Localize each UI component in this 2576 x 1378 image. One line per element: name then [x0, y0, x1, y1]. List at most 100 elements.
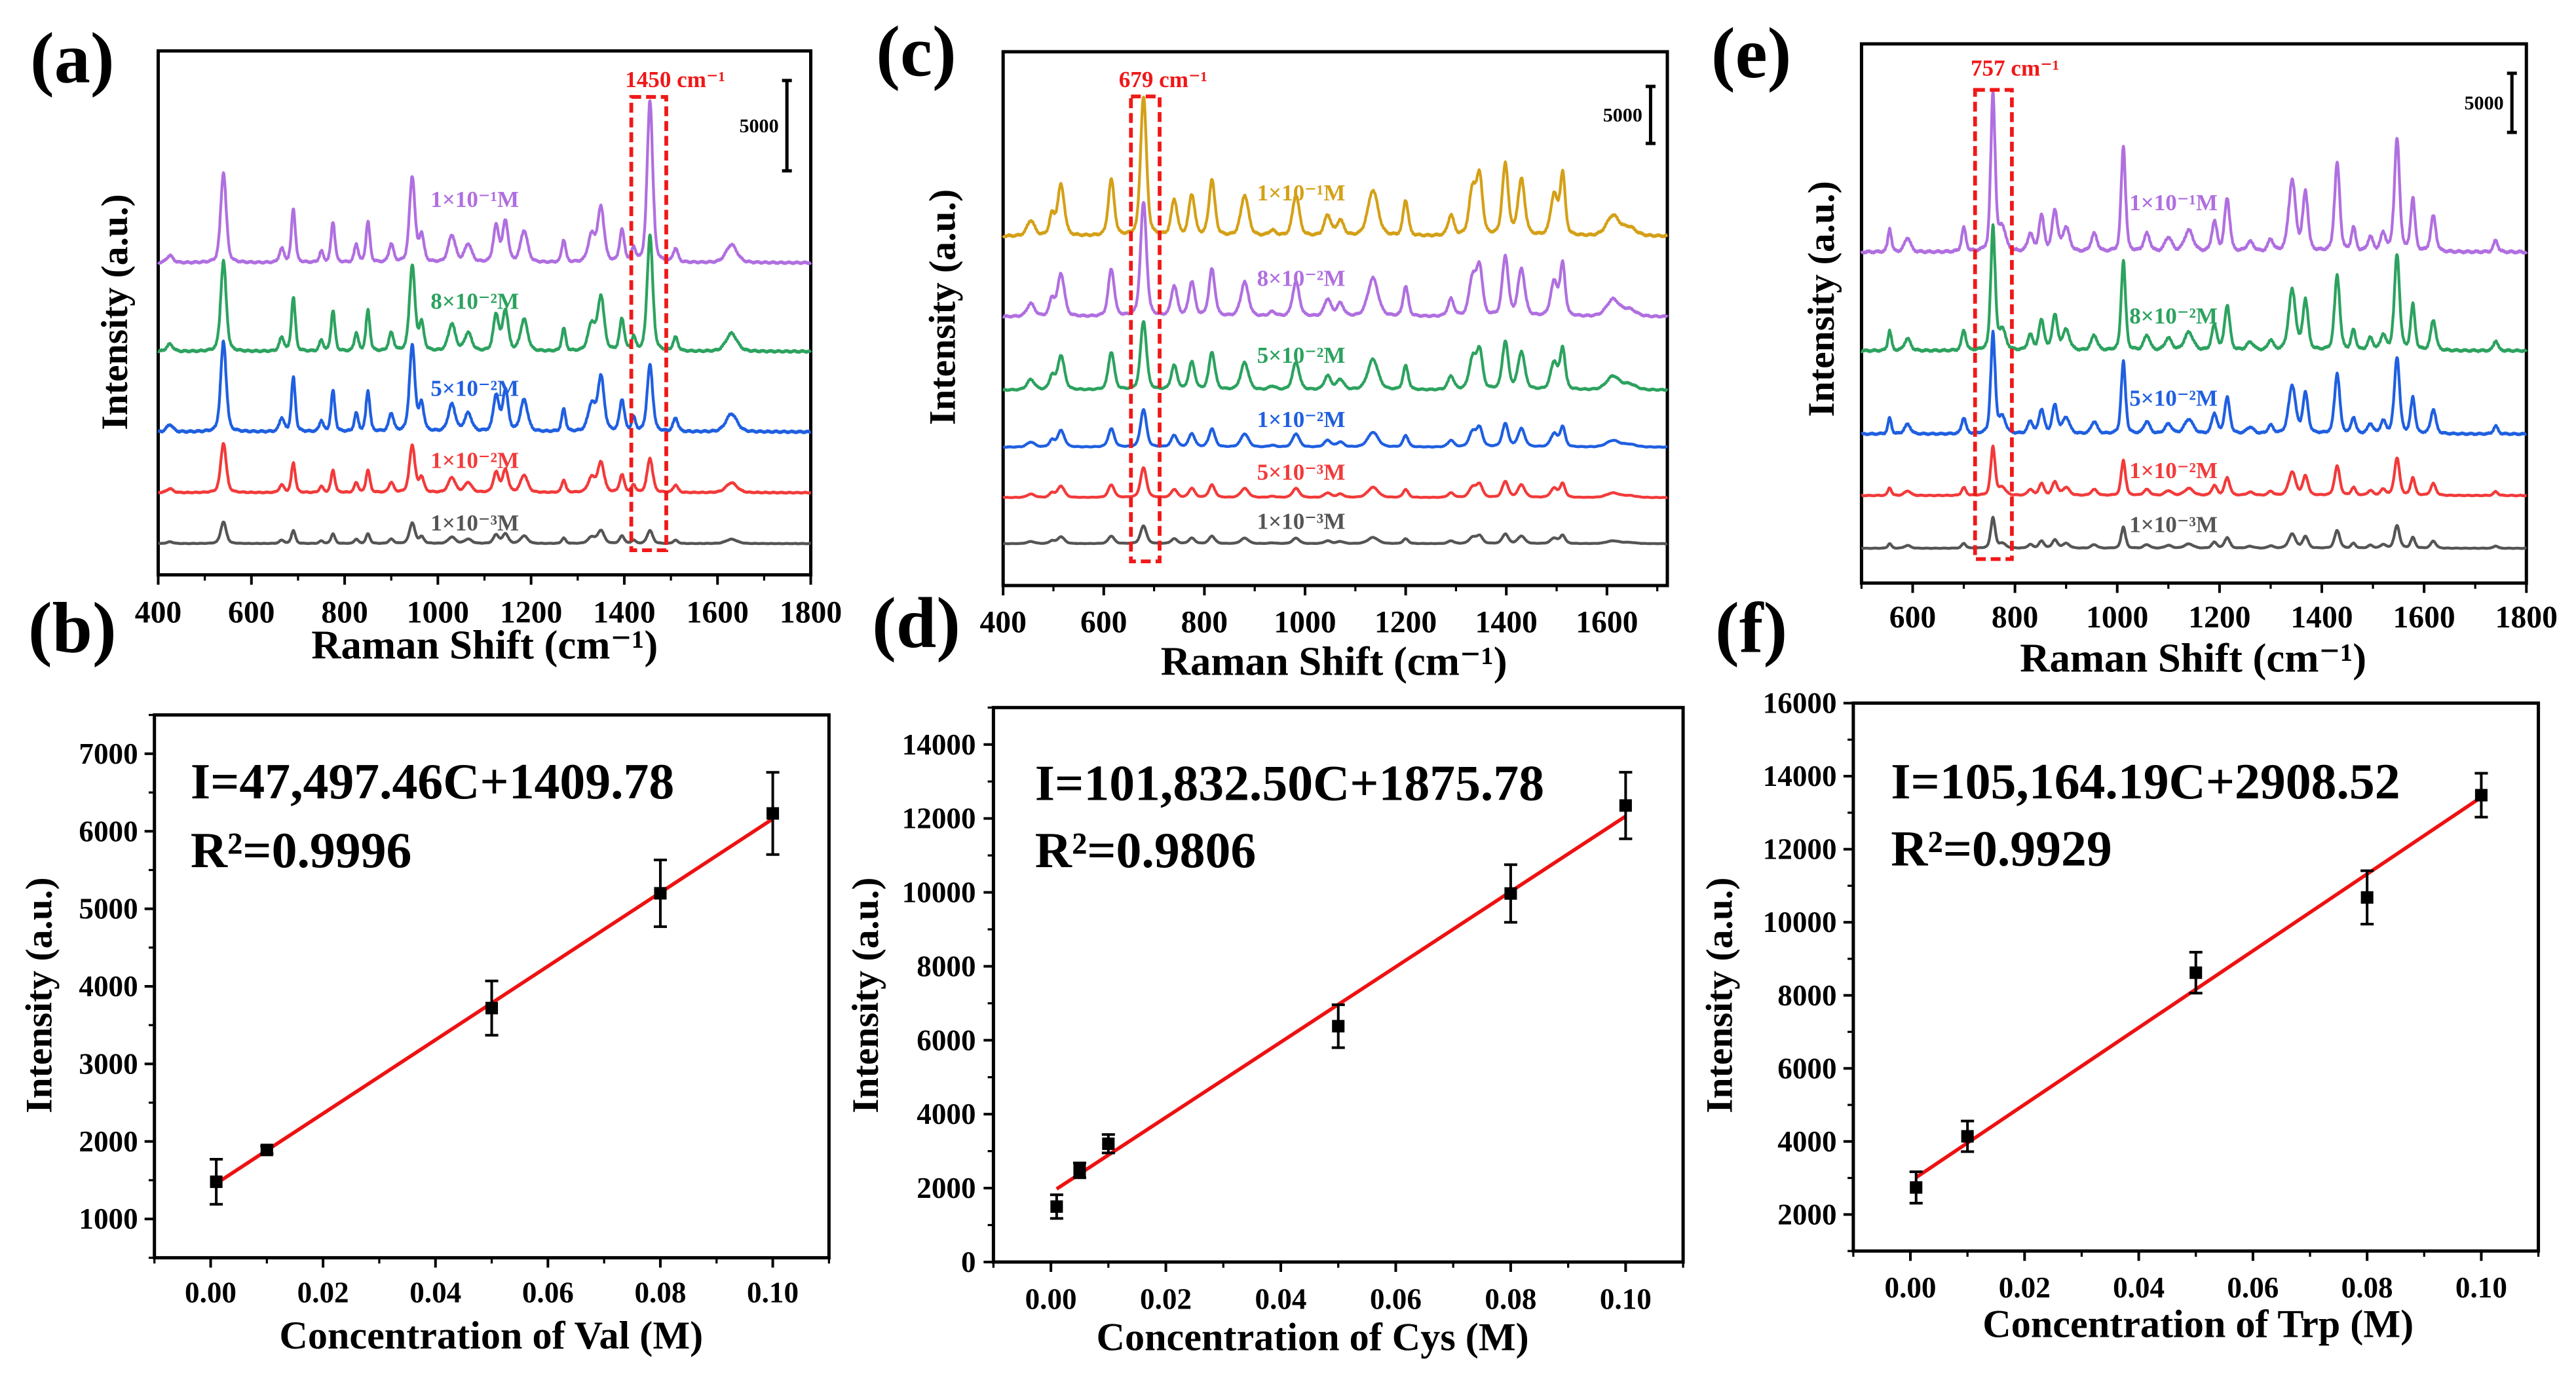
y-tick-label: 8000: [1777, 979, 1836, 1012]
x-tick-label: 0.04: [1255, 1283, 1307, 1316]
y-tick-label: 10000: [902, 876, 976, 909]
y-tick-label: 4000: [917, 1098, 975, 1130]
x-tick-label: 800: [1181, 605, 1228, 639]
x-tick-label: 1000: [1274, 605, 1336, 639]
fit-equation: I=101,832.50C+1875.78: [1035, 754, 1544, 811]
highlight-box: [1973, 88, 2014, 561]
trace-label: 1×10⁻²M: [1257, 407, 1346, 432]
trace-label: 1×10⁻³M: [1257, 509, 1346, 534]
spectrum-trace: [1002, 320, 1669, 392]
y-tick-label: 6000: [917, 1024, 975, 1056]
panel-f: (f) Concentration of Trp (M) Intensity (a.…: [1699, 588, 2541, 1346]
x-axis-label: Raman Shift (cm⁻¹): [2020, 635, 2366, 681]
y-tick-label: 16000: [1763, 687, 1837, 720]
scale-bar: 5000: [739, 79, 792, 173]
x-tick-label: 600: [1889, 601, 1936, 635]
panel-d: (d) Concentration of Cys (M) Intensity (a.…: [845, 583, 1685, 1359]
spectrum-trace: [1002, 200, 1669, 319]
x-tick-label: 1800: [780, 595, 842, 629]
x-axis-label: Raman Shift (cm⁻¹): [311, 622, 658, 668]
spectrum-trace: [157, 520, 812, 546]
trace-label: 5×10⁻²M: [1257, 343, 1346, 368]
y-tick-label: 12000: [902, 802, 976, 835]
trace-label: 8×10⁻²M: [430, 288, 519, 314]
fit-line: [1055, 815, 1627, 1191]
highlight-label: 679 cm⁻¹: [1119, 67, 1207, 92]
y-tick-label: 6000: [1777, 1052, 1836, 1085]
trace-label: 5×10⁻²M: [2129, 385, 2218, 411]
x-tick-label: 1400: [2290, 601, 2353, 635]
data-point: [654, 887, 667, 900]
y-axis-label: Intensity (a.u.): [18, 877, 60, 1113]
data-point: [1504, 887, 1517, 900]
data-point: [1961, 1130, 1974, 1143]
y-tick-label: 2000: [917, 1172, 975, 1204]
x-tick-label: 0.00: [1025, 1283, 1077, 1316]
highlight-label: 1450 cm⁻¹: [625, 67, 725, 92]
spectrum-trace: [1002, 408, 1669, 449]
panel-label: (d): [872, 583, 960, 663]
x-axis-label: Concentration of Cys (M): [1097, 1315, 1529, 1359]
x-tick-label: 400: [135, 595, 181, 629]
x-tick-label: 0.02: [1999, 1271, 2051, 1304]
trace-label: 1×10⁻¹M: [1257, 180, 1346, 206]
spectrum-trace: [157, 441, 812, 495]
x-tick-label: 400: [979, 605, 1026, 639]
y-axis-label: Intensity (a.u.): [922, 189, 964, 425]
fit-equation: I=47,497.46C+1409.78: [191, 753, 674, 810]
highlight-label: 757 cm⁻¹: [1971, 55, 2059, 81]
y-tick-label: 12000: [1763, 833, 1837, 866]
spectrum-trace: [1861, 329, 2528, 436]
spectrum-trace: [1860, 90, 2528, 255]
panel-label: (a): [30, 18, 115, 98]
r-squared: R²=0.9996: [191, 822, 411, 878]
x-tick-label: 0.04: [409, 1276, 461, 1309]
scale-bar-label: 5000: [1603, 104, 1642, 126]
spectrum-trace: [157, 339, 812, 434]
y-tick-label: 14000: [902, 728, 976, 761]
y-tick-label: 10000: [1763, 906, 1837, 939]
trace-label: 5×10⁻³M: [1257, 459, 1346, 485]
data-point: [1073, 1164, 1086, 1177]
panel-label: (f): [1715, 588, 1787, 668]
data-point: [2474, 789, 2488, 802]
panel-a: (a) Raman Shift (cm⁻¹) Intensity (a.u.) 400…: [30, 18, 842, 667]
y-tick-label: 4000: [79, 970, 138, 1003]
data-point: [260, 1144, 273, 1157]
data-point: [2360, 891, 2374, 904]
x-tick-label: 1000: [407, 595, 469, 629]
panel-label: (c): [876, 11, 956, 91]
panel-e: (e) Raman Shift (cm⁻¹) Intensity (a.u.) 600…: [1711, 13, 2558, 681]
x-tick-label: 800: [321, 595, 368, 629]
x-tick-label: 0.06: [1370, 1283, 1422, 1316]
trace-label: 5×10⁻²M: [430, 375, 519, 401]
highlight-box: [1129, 94, 1162, 564]
y-tick-label: 8000: [917, 950, 975, 982]
x-tick-label: 600: [1080, 605, 1127, 639]
x-tick-label: 1600: [2393, 601, 2455, 635]
x-tick-label: 0.06: [2227, 1271, 2279, 1304]
spectrum-trace: [1002, 466, 1669, 499]
fit-line: [215, 817, 774, 1185]
panel-label: (b): [28, 588, 117, 668]
x-tick-label: 1400: [1475, 605, 1538, 639]
highlight-box: [629, 95, 668, 552]
trace-label: 8×10⁻²M: [1257, 265, 1346, 291]
x-axis-label: Concentration of Trp (M): [1982, 1302, 2414, 1346]
x-tick-label: 0.08: [2341, 1271, 2393, 1304]
data-point: [767, 807, 780, 820]
x-tick-label: 1200: [2188, 601, 2250, 635]
y-tick-label: 3000: [79, 1047, 138, 1080]
y-tick-label: 6000: [79, 815, 138, 847]
x-tick-label: 0.06: [522, 1276, 574, 1309]
plot-frame: [1859, 42, 2528, 585]
scale-bar-label: 5000: [2465, 92, 2504, 114]
x-tick-label: 0.10: [2455, 1271, 2507, 1304]
y-tick-label: 2000: [79, 1125, 138, 1158]
r-squared: R²=0.9929: [1891, 821, 2112, 877]
trace-label: 8×10⁻²M: [2129, 303, 2218, 329]
x-tick-label: 0.00: [1885, 1271, 1937, 1304]
trace-label: 1×10⁻³M: [430, 510, 519, 536]
x-tick-label: 1600: [687, 595, 749, 629]
